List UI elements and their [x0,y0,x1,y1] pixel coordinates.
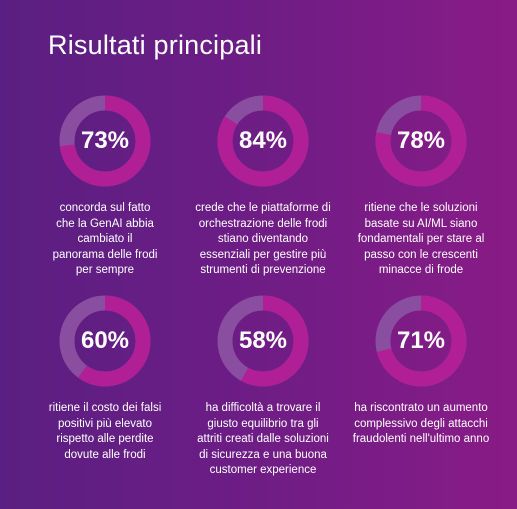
stat-percent: 78% [396,127,446,154]
stat-card-2: 78% ritiene che le soluzioni basate su A… [346,95,496,279]
stat-percent: 60% [80,327,130,354]
stat-percent: 84% [238,127,288,154]
donut-chart-0 [59,95,151,187]
donut-chart-2 [375,95,467,187]
stat-description: ritiene il costo dei falsi positivi più … [48,402,162,461]
donut-chart-4 [217,295,309,387]
donut-value-arc [59,95,151,187]
donut-chart-5 [375,295,467,387]
stat-description: ha riscontrato un aumento complessivo de… [352,402,490,445]
stat-card-3: 60% ritiene il costo dei falsi positivi … [30,295,180,463]
stat-card-1: 84% crede che le piattaforme di orchestr… [188,95,338,279]
donut-value-arc [217,95,309,187]
donut-value-arc [217,295,309,387]
stat-description: crede che le piattaforme di orchestrazio… [195,202,331,276]
stat-description: ha difficoltà a trovare il giusto equili… [197,402,329,476]
stat-percent: 58% [238,327,288,354]
donut-chart-1 [217,95,309,187]
donut-value-arc [375,95,467,187]
donut-chart-3 [59,295,151,387]
stat-card-4: 58% ha difficoltà a trovare il giusto eq… [188,295,338,479]
stat-description: ritiene che le soluzioni basate su AI/ML… [357,202,485,276]
donut-value-arc [375,295,467,387]
stat-description: concorda sul fatto che la GenAI abbia ca… [52,202,158,276]
page-title: Risultati principali [48,30,263,60]
stat-percent: 71% [396,327,446,354]
stat-card-0: 73% concorda sul fatto che la GenAI abbi… [30,95,180,279]
stat-percent: 73% [80,127,130,154]
donut-value-arc [59,295,151,387]
stat-card-5: 71% ha riscontrato un aumento complessiv… [346,295,496,448]
